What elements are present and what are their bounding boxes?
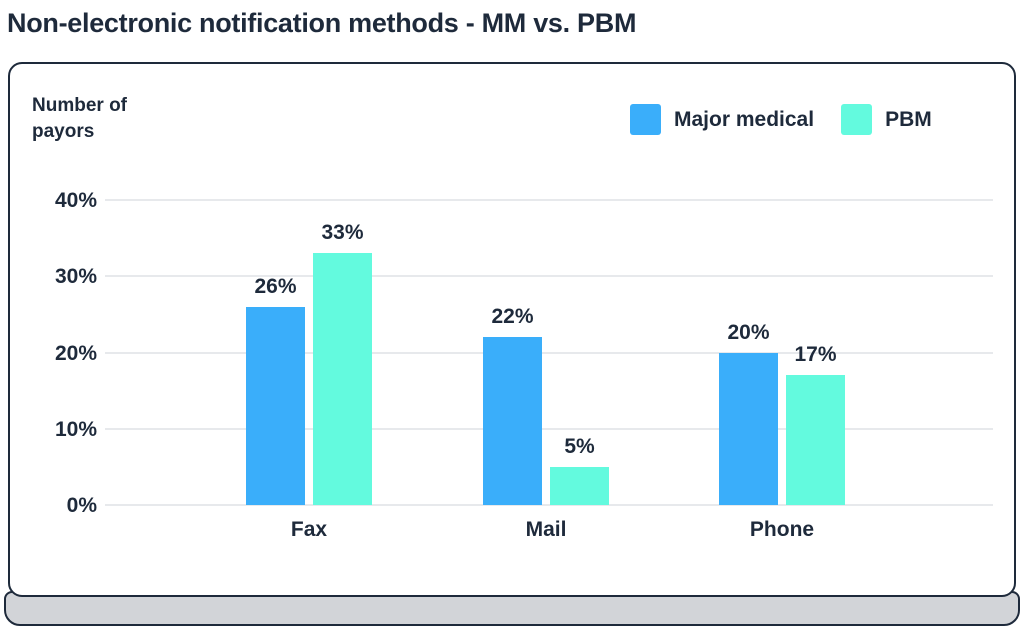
bar-pbm-fax [313,253,372,505]
category-label-fax: Fax [290,518,328,541]
ytick-label-0: 0% [66,494,97,517]
gridline-10 [105,427,993,430]
bar-value-pbm-fax: 33% [321,221,364,245]
category-label-mail: Mail [525,518,567,541]
page-title: Non-electronic notification methods - MM… [7,8,637,38]
ytick-label-10: 10% [54,417,97,441]
gridline-40 [105,199,993,201]
category-label-phone: Phone [749,518,815,541]
legend-swatch-major-medical [630,104,661,135]
bar-value-major-medical-fax: 26% [254,274,297,298]
legend-label-major-medical: Major medical [674,107,815,131]
gridline-0 [105,504,993,506]
ytick-label-30: 30% [54,265,97,289]
bar-major-medical-mail [483,337,542,505]
bar-value-major-medical-mail: 22% [491,305,534,329]
gridline-20 [105,351,993,354]
chart-card: Number of payors Major medical PBM 0% 10%… [8,62,1016,597]
chart-legend: Major medical PBM [630,104,932,135]
y-axis-title: Number of payors [32,95,127,142]
legend-swatch-pbm [841,104,873,135]
bar-major-medical-phone [719,352,778,505]
legend-item-pbm: PBM [841,104,932,135]
bar-pbm-mail [550,466,609,505]
ytick-label-20: 20% [54,341,97,365]
gridline-30 [105,275,993,278]
bar-value-pbm-mail: 5% [564,434,595,458]
bar-major-medical-fax [246,306,305,505]
ytick-label-40: 40% [54,189,97,212]
bar-value-major-medical-phone: 20% [727,320,770,344]
bar-value-pbm-phone: 17% [794,343,837,367]
bar-pbm-phone [786,375,845,505]
legend-item-major-medical: Major medical [630,104,814,135]
legend-label-pbm: PBM [885,107,932,131]
